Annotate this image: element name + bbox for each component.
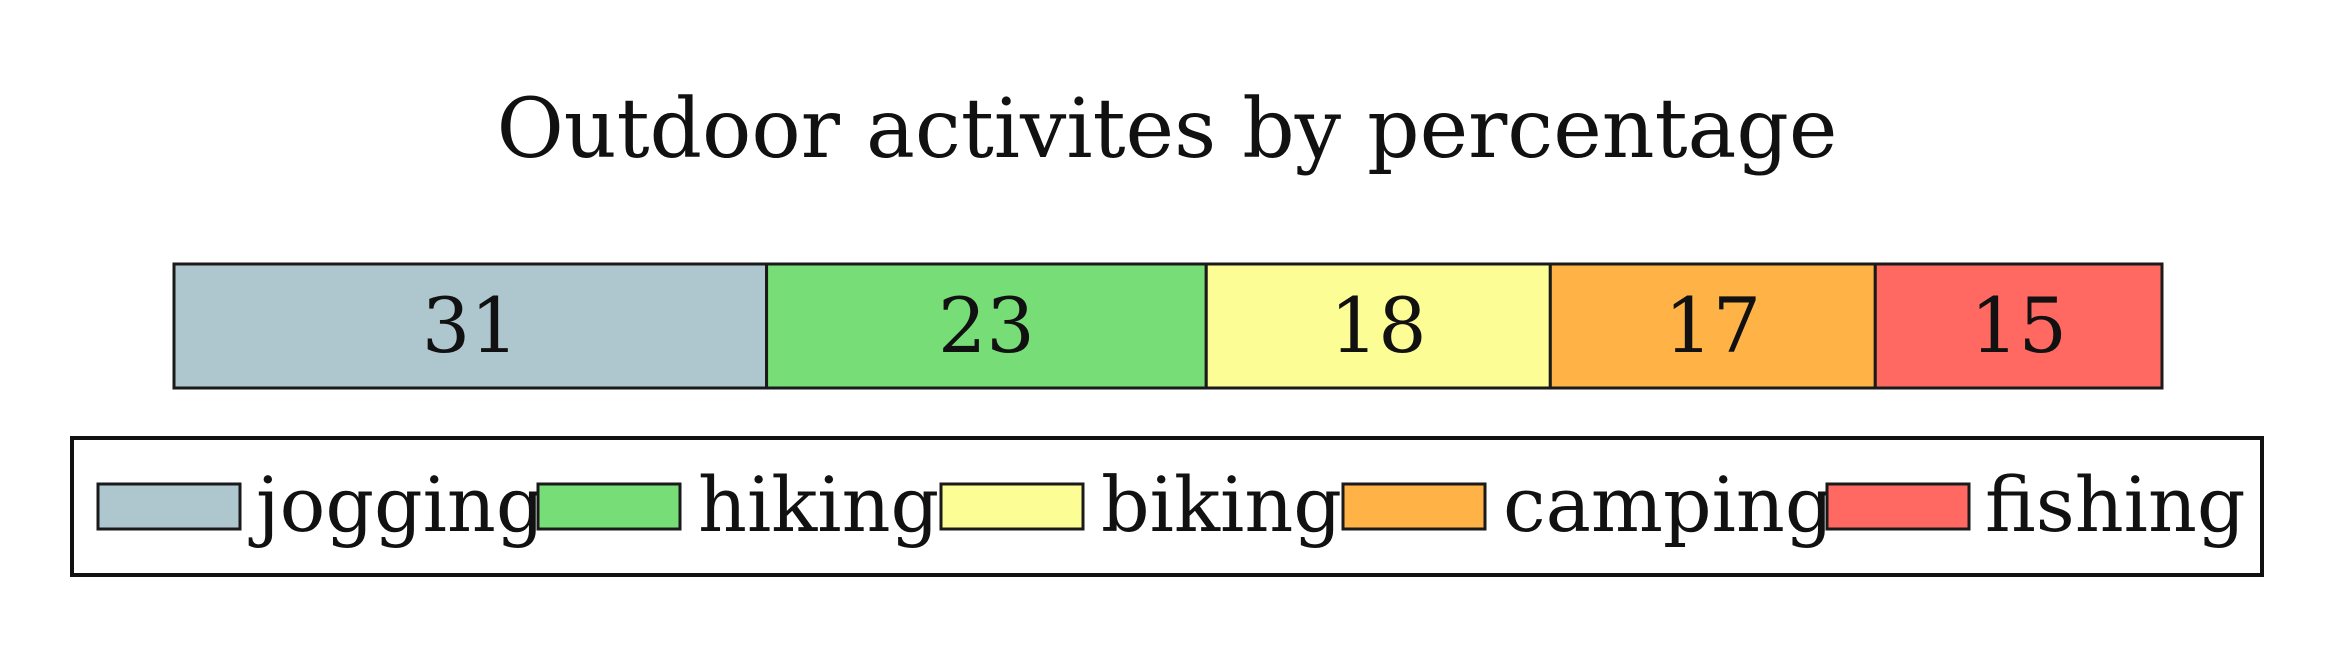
data-label-fishing: 15 bbox=[1970, 281, 2067, 370]
legend-swatch-fishing bbox=[1825, 482, 1971, 531]
data-label-camping: 17 bbox=[1664, 281, 1761, 370]
bar-segment-biking bbox=[1204, 262, 1552, 390]
legend-label-jogging: jogging bbox=[248, 460, 545, 549]
bar-segment-fishing bbox=[1873, 262, 2164, 390]
bar-group: 31 23 18 17 15 bbox=[172, 262, 2164, 390]
data-label-hiking: 23 bbox=[938, 281, 1035, 370]
data-label-jogging: 31 bbox=[422, 281, 519, 370]
legend-swatch-camping bbox=[1341, 482, 1487, 531]
bar-segment-hiking bbox=[765, 262, 1208, 390]
legend-swatch-jogging bbox=[96, 482, 242, 531]
legend-label-camping: camping bbox=[1503, 460, 1834, 549]
legend-label-fishing: fishing bbox=[1985, 460, 2246, 549]
legend-swatch-biking bbox=[939, 482, 1085, 531]
data-label-biking: 18 bbox=[1330, 281, 1427, 370]
legend: jogging hiking biking camping fishing bbox=[70, 436, 2264, 577]
legend-label-biking: biking bbox=[1101, 460, 1342, 549]
bar-segment-jogging bbox=[172, 262, 769, 390]
chart-title: Outdoor activites by percentage bbox=[497, 82, 1838, 177]
legend-label-hiking: hiking bbox=[698, 460, 939, 549]
legend-swatch-hiking bbox=[536, 482, 682, 531]
